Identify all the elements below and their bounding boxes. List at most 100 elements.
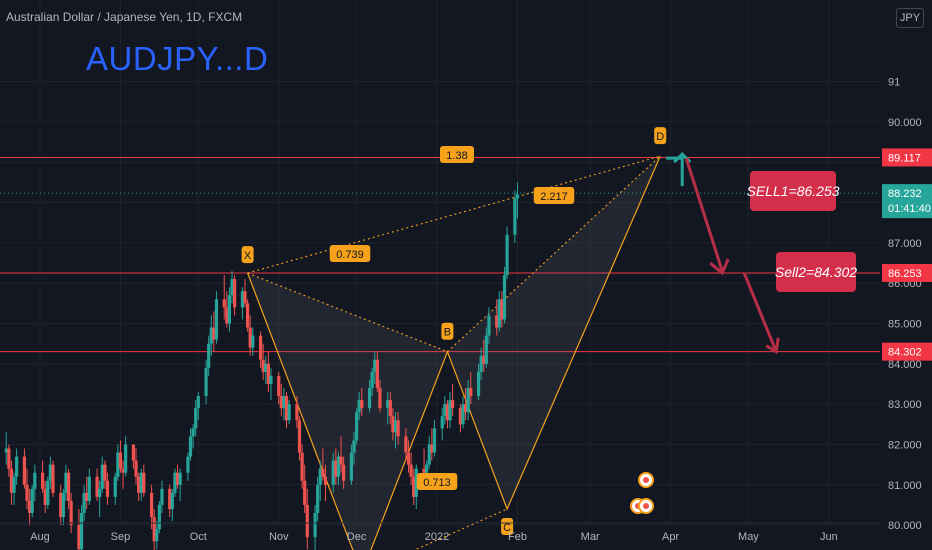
- chart-grid: [0, 0, 880, 526]
- candle-body: [264, 363, 268, 372]
- target-label-2: Sell2=84.302: [775, 264, 857, 280]
- level-price-label: 86.253: [888, 268, 922, 280]
- candle-body: [321, 468, 325, 477]
- candle-body: [466, 388, 470, 413]
- pattern-triangle-bcd: [447, 156, 661, 509]
- candle-body: [404, 436, 408, 453]
- candle-body: [103, 464, 107, 481]
- candle-body: [188, 436, 193, 457]
- candle-body: [33, 472, 37, 489]
- candle-body: [149, 492, 154, 518]
- y-tick-label: 85.000: [888, 318, 922, 330]
- x-tick-label: Sep: [111, 531, 131, 543]
- x-tick-label: 2022: [425, 531, 449, 543]
- candle-body: [77, 525, 81, 550]
- point-label-x: X: [244, 250, 252, 262]
- candle-body: [295, 404, 299, 421]
- candle-body: [487, 315, 491, 336]
- candle-body: [7, 448, 11, 469]
- candle-body: [430, 444, 434, 453]
- candle-body: [79, 513, 84, 550]
- ratio-label-ac: 0.713: [423, 477, 451, 489]
- candle-body: [352, 440, 356, 453]
- currency-badge[interactable]: JPY: [896, 8, 924, 28]
- red-arrow-head-1: [709, 258, 730, 276]
- candle-body: [476, 371, 481, 397]
- candle-body: [277, 375, 281, 397]
- candle-body: [305, 504, 309, 538]
- ratio-label-bd-bg: [533, 187, 575, 204]
- pattern-ratio-line: [447, 155, 661, 353]
- level-price-label-bg: [882, 148, 932, 167]
- candle-body: [336, 456, 341, 477]
- candle-body: [469, 388, 473, 397]
- y-tick-label: 82.000: [888, 439, 922, 451]
- candle-body: [445, 404, 450, 421]
- y-tick-label: 87.000: [888, 238, 922, 250]
- candle-body: [82, 492, 86, 514]
- candle-body: [64, 472, 68, 493]
- y-tick-label: 91: [888, 77, 900, 89]
- candle-body: [388, 400, 392, 417]
- candle-body: [61, 492, 65, 518]
- level-price-label: 84.302: [888, 347, 922, 359]
- candle-body: [349, 452, 353, 481]
- candle-body: [152, 517, 156, 542]
- candle-body: [168, 488, 172, 509]
- candle-body: [484, 335, 488, 364]
- candle-body: [342, 464, 346, 481]
- candle-body: [95, 476, 99, 497]
- target-box-1: [750, 171, 836, 211]
- candle-body: [227, 295, 232, 324]
- candle-body: [251, 335, 255, 348]
- x-tick-label: Jun: [820, 531, 838, 543]
- candle-body: [393, 420, 398, 433]
- y-tick-label: 83.000: [888, 399, 922, 411]
- candle-body: [212, 327, 216, 340]
- candle-body: [230, 279, 234, 296]
- candle-body: [432, 428, 437, 453]
- candle-body: [157, 504, 161, 530]
- candle-body: [502, 275, 507, 320]
- candle-body: [463, 404, 468, 413]
- candle-body: [282, 396, 286, 409]
- candle-body: [66, 472, 71, 501]
- candle-body: [43, 488, 47, 505]
- price-axis[interactable]: 79.00080.00081.00082.00083.00084.00085.0…: [882, 77, 932, 550]
- candle-body: [118, 452, 123, 469]
- candle-body: [378, 388, 382, 409]
- candle-body: [69, 500, 73, 526]
- candle-body: [414, 468, 418, 497]
- candle-body: [266, 363, 270, 384]
- candle-body: [48, 464, 52, 481]
- candle-body: [354, 412, 359, 441]
- time-axis[interactable]: Aug Sep Oct Nov Dec 2022 Feb Mar Apr May Jun: [0, 522, 880, 543]
- candle-body: [451, 400, 455, 409]
- candle-body: [131, 444, 136, 461]
- candle-body: [331, 460, 335, 485]
- candle-body: [142, 472, 146, 493]
- candle-body: [357, 400, 361, 413]
- target-box-2: [776, 252, 856, 292]
- candle-body: [287, 404, 291, 421]
- candle-body: [204, 367, 208, 397]
- candle-body: [191, 428, 195, 437]
- candle-body: [207, 343, 211, 368]
- candle-body: [370, 371, 374, 389]
- candle-body: [124, 444, 128, 473]
- y-tick-label: 80.000: [888, 520, 922, 532]
- point-label-d: D: [656, 131, 664, 143]
- candle-body: [396, 420, 400, 437]
- candle-body: [178, 472, 182, 485]
- candle-body: [375, 359, 379, 389]
- candle-body: [175, 472, 180, 485]
- candle-body: [22, 456, 27, 485]
- candle-body: [9, 468, 14, 493]
- pattern-labels: X B C D 0.739 0.713 2.217 1.38: [241, 127, 667, 535]
- candle-body: [196, 396, 200, 409]
- candle-body: [113, 476, 117, 497]
- candle-body: [513, 198, 517, 235]
- candle-body: [85, 492, 89, 501]
- event-icons: [630, 472, 654, 514]
